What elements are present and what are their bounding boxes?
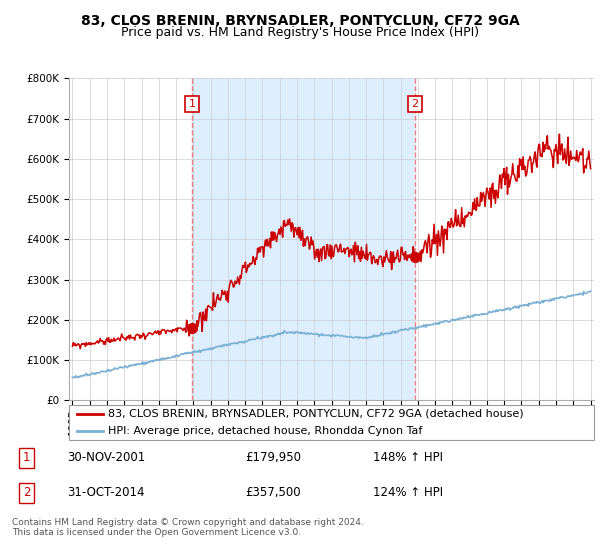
Text: Price paid vs. HM Land Registry's House Price Index (HPI): Price paid vs. HM Land Registry's House … bbox=[121, 26, 479, 39]
Text: 148% ↑ HPI: 148% ↑ HPI bbox=[373, 451, 443, 464]
Text: 1: 1 bbox=[188, 99, 196, 109]
Text: 30-NOV-2001: 30-NOV-2001 bbox=[67, 451, 146, 464]
Text: 83, CLOS BRENIN, BRYNSADLER, PONTYCLUN, CF72 9GA (detached house): 83, CLOS BRENIN, BRYNSADLER, PONTYCLUN, … bbox=[109, 409, 524, 418]
Text: 2: 2 bbox=[412, 99, 419, 109]
Text: 83, CLOS BRENIN, BRYNSADLER, PONTYCLUN, CF72 9GA: 83, CLOS BRENIN, BRYNSADLER, PONTYCLUN, … bbox=[80, 14, 520, 28]
Text: 2: 2 bbox=[23, 486, 30, 500]
Text: Contains HM Land Registry data © Crown copyright and database right 2024.
This d: Contains HM Land Registry data © Crown c… bbox=[12, 518, 364, 538]
Text: 31-OCT-2014: 31-OCT-2014 bbox=[67, 486, 145, 500]
Bar bbox=[192, 78, 415, 400]
Text: £179,950: £179,950 bbox=[245, 451, 301, 464]
FancyBboxPatch shape bbox=[69, 405, 594, 440]
Text: 124% ↑ HPI: 124% ↑ HPI bbox=[373, 486, 443, 500]
Text: 1: 1 bbox=[23, 451, 30, 464]
Text: £357,500: £357,500 bbox=[245, 486, 301, 500]
Text: HPI: Average price, detached house, Rhondda Cynon Taf: HPI: Average price, detached house, Rhon… bbox=[109, 426, 423, 436]
